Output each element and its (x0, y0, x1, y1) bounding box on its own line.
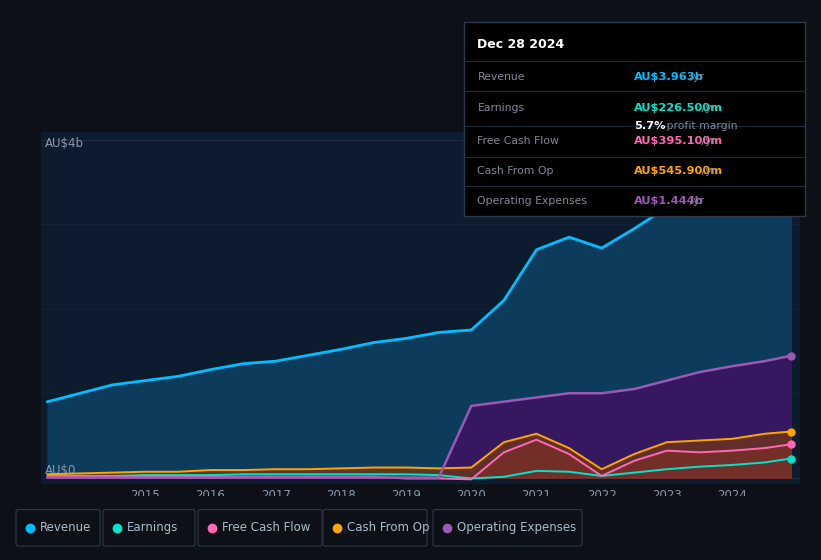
Text: 5.7%: 5.7% (635, 121, 666, 131)
Text: /yr: /yr (686, 196, 704, 206)
Text: /yr: /yr (698, 166, 716, 176)
Text: AU$226.500m: AU$226.500m (635, 104, 723, 113)
Text: AU$3.963b: AU$3.963b (635, 72, 704, 82)
Text: AU$1.444b: AU$1.444b (635, 196, 704, 206)
Text: profit margin: profit margin (663, 121, 738, 131)
Text: Operating Expenses: Operating Expenses (457, 521, 576, 534)
Text: Dec 28 2024: Dec 28 2024 (478, 38, 565, 51)
Text: /yr: /yr (698, 104, 716, 113)
Text: Revenue: Revenue (478, 72, 525, 82)
Text: AU$4b: AU$4b (45, 137, 84, 150)
Text: AU$0: AU$0 (45, 464, 76, 477)
Text: Cash From Op: Cash From Op (347, 521, 429, 534)
Text: Earnings: Earnings (478, 104, 525, 113)
Text: AU$395.100m: AU$395.100m (635, 136, 723, 146)
Text: AU$545.900m: AU$545.900m (635, 166, 723, 176)
Text: Free Cash Flow: Free Cash Flow (222, 521, 310, 534)
Text: Revenue: Revenue (40, 521, 91, 534)
Text: /yr: /yr (686, 72, 704, 82)
Text: /yr: /yr (698, 136, 716, 146)
Text: Free Cash Flow: Free Cash Flow (478, 136, 559, 146)
Text: Cash From Op: Cash From Op (478, 166, 554, 176)
Text: Operating Expenses: Operating Expenses (478, 196, 588, 206)
Text: Earnings: Earnings (127, 521, 178, 534)
